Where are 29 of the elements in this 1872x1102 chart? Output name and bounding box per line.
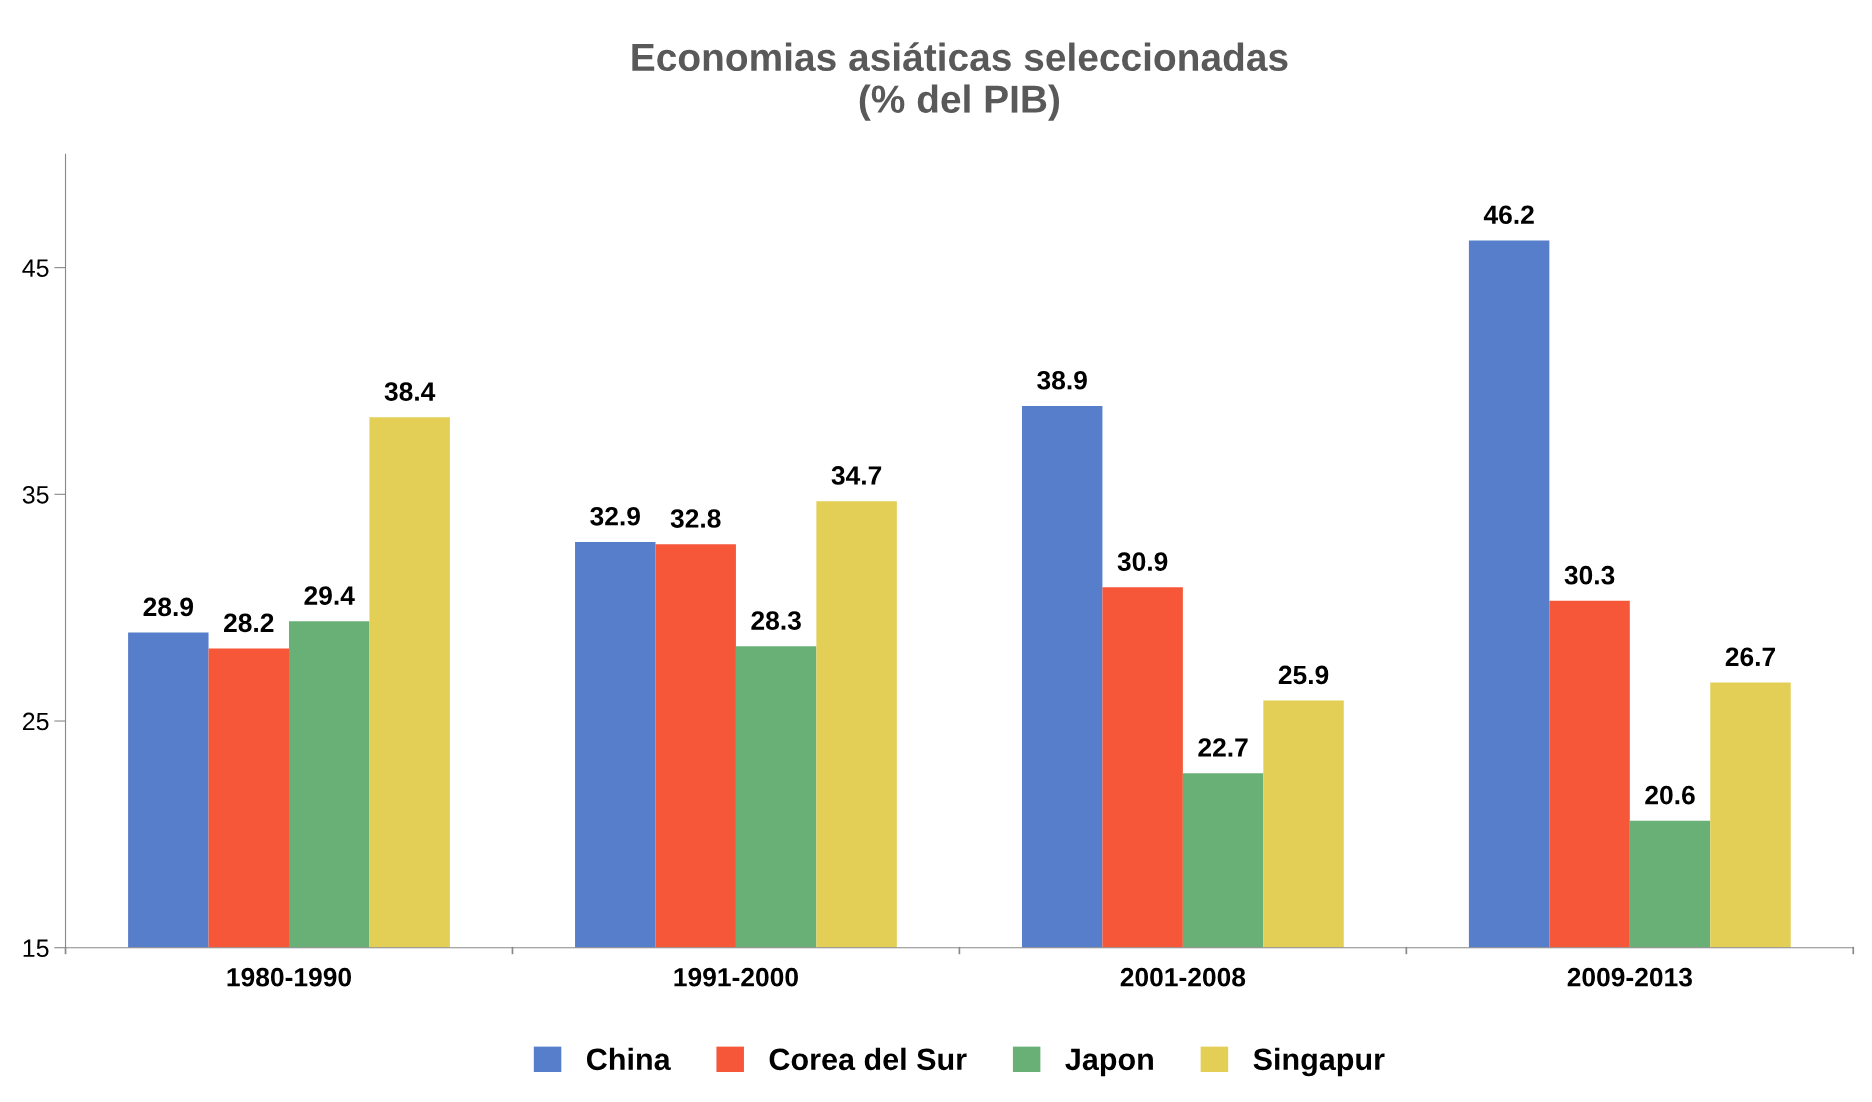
y-tick-label: 35	[22, 485, 49, 504]
data-label: 30.3	[1564, 565, 1615, 585]
y-tick-label: 45	[22, 259, 49, 277]
data-label: 22.7	[1198, 738, 1248, 757]
x-tick-label: 2009-2013	[1567, 967, 1692, 987]
data-label: 28.2	[224, 613, 274, 633]
y-tick-label: 25	[23, 712, 49, 731]
data-label: 32.8	[670, 509, 721, 528]
legend-label: China	[587, 1047, 671, 1071]
data-label: 28.3	[751, 611, 801, 630]
data-label: 32.9	[590, 506, 640, 526]
data-label: 38.4	[384, 382, 436, 401]
data-label: 25.9	[1278, 665, 1329, 685]
data-label: 34.7	[831, 466, 882, 485]
data-label: 38.9	[1037, 370, 1087, 390]
data-label: 26.7	[1725, 647, 1776, 667]
legend-label: Singapur	[1253, 1047, 1385, 1077]
data-label: 30.9	[1117, 552, 1168, 571]
y-tick-label: 15	[23, 939, 49, 958]
x-tick-label: 2001-2008	[1120, 967, 1246, 987]
data-label: 20.6	[1645, 785, 1695, 805]
data-label: 46.2	[1483, 205, 1534, 225]
x-tick-label: 1991-2000	[674, 967, 798, 987]
data-label: 28.9	[143, 597, 194, 617]
chart-title: Economias asiáticas seleccionadas (% del PIB)	[632, 42, 1288, 121]
legend-label: Corea del Sur	[769, 1047, 967, 1071]
legend-label: Japon	[1065, 1048, 1153, 1077]
data-label: 29.4	[304, 586, 355, 605]
x-tick-label: 1980-1990	[227, 967, 352, 987]
